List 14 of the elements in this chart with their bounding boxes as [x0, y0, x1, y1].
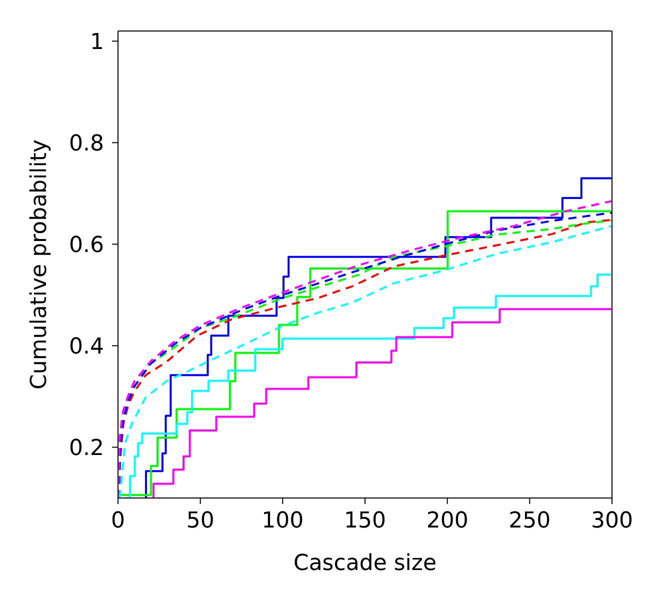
- x-tick-label: 250: [508, 508, 551, 534]
- y-tick-label: 0.8: [69, 131, 104, 156]
- x-tick-label: 200: [426, 508, 468, 534]
- y-tick-label: 0.6: [69, 233, 104, 258]
- x-axis-title: Cascade size: [293, 551, 437, 576]
- x-tick-label: 300: [591, 508, 633, 534]
- y-tick-label: 0.2: [69, 436, 104, 462]
- x-tick-label: 150: [344, 508, 386, 534]
- x-tick-label: 0: [111, 508, 125, 534]
- y-tick-label: 1: [90, 30, 104, 55]
- y-tick-label: 0.4: [69, 334, 104, 360]
- y-axis-title: Cumulative probability: [26, 140, 52, 390]
- x-tick-label: 100: [262, 508, 304, 534]
- x-tick-label: 50: [186, 508, 214, 534]
